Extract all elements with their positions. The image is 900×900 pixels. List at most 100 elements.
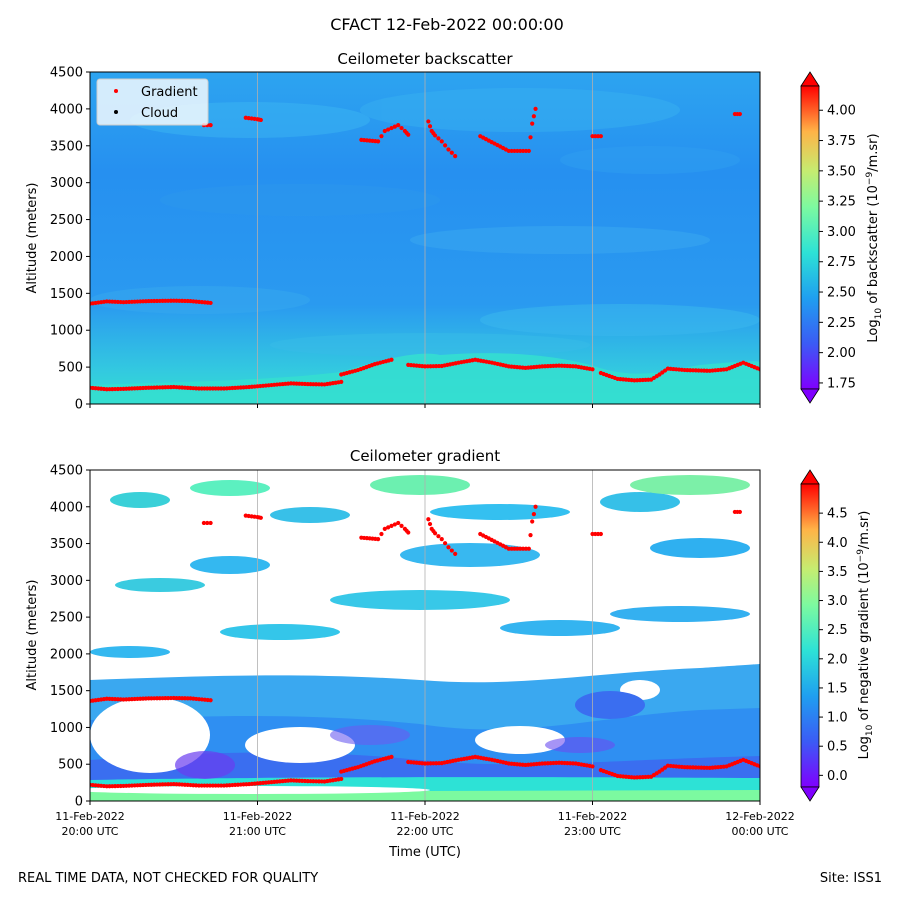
y-tick-label: 500 <box>58 758 83 773</box>
colorbar-tick-label: 3.75 <box>827 134 856 149</box>
gradient-point <box>439 139 444 144</box>
colorbar-tick-label: 3.0 <box>827 594 848 609</box>
gradient-point <box>515 148 520 154</box>
gradient-point <box>598 134 603 139</box>
gradient-point <box>339 776 344 782</box>
gradient-point <box>526 546 531 551</box>
x-tick-label-date: 11-Feb-2022 <box>390 810 459 823</box>
gradient-point <box>533 106 538 111</box>
gradient-xlabel: Time (UTC) <box>388 845 461 860</box>
gradient-point <box>518 546 523 551</box>
backscatter-y-axis: 0 500 1000 1500 2000 2500 3000 3500 4000 4500 <box>50 66 90 413</box>
gradient-point <box>590 764 595 769</box>
colorbar-tick-label: 2.75 <box>827 255 856 270</box>
colorbar-tick-label: 0.0 <box>827 769 848 784</box>
gradient-point <box>376 537 381 542</box>
gradient-colorbar-ticks: 0.0 0.5 1.0 1.5 2.0 2.5 3.0 3.5 4.0 4.5 <box>819 507 848 784</box>
backscatter-gridlines <box>257 72 593 404</box>
figure-title: CFACT 12-Feb-2022 00:00:00 <box>330 15 564 34</box>
gradient-point <box>512 148 517 154</box>
gradient-point <box>208 698 213 703</box>
colorbar-tick-label: 4.5 <box>827 507 848 522</box>
gradient-point <box>426 119 431 124</box>
gradient-point <box>406 132 411 137</box>
colorbar-tick-label: 2.25 <box>827 316 856 331</box>
colorbar-tick-label: 1.0 <box>827 711 848 726</box>
y-tick-label: 3000 <box>50 574 83 589</box>
gradient-point <box>396 520 401 526</box>
gradient-point <box>515 546 520 551</box>
colorbar-tick-label: 2.0 <box>827 652 848 667</box>
gradient-point <box>531 114 536 119</box>
gradient-point <box>509 546 514 551</box>
y-tick-label: 4000 <box>50 102 83 117</box>
gradient-point <box>449 548 454 553</box>
y-tick-label: 4000 <box>50 500 83 515</box>
backscatter-x-axis <box>89 404 761 408</box>
gradient-point <box>446 545 451 550</box>
gradient-point <box>382 526 387 531</box>
gradient-point <box>530 519 535 524</box>
y-tick-label: 0 <box>75 795 83 810</box>
x-tick-label-time: 00:00 UTC <box>731 825 788 838</box>
gradient-point <box>509 148 514 154</box>
gradient-point <box>389 523 394 529</box>
x-tick-label-date: 11-Feb-2022 <box>223 810 292 823</box>
gradient-point <box>339 379 344 384</box>
colorbar-tick-label: 4.0 <box>827 536 848 551</box>
y-tick-label: 3500 <box>50 537 83 552</box>
colorbar-tick-label: 1.75 <box>827 376 856 391</box>
gradient-point <box>432 133 438 138</box>
gradient-point <box>757 367 760 372</box>
gradient-point <box>427 521 433 527</box>
gradient-ylabel: Altitude (meters) <box>25 580 40 691</box>
x-tick-label-date: 11-Feb-2022 <box>558 810 627 823</box>
gradient-point <box>427 124 433 129</box>
legend-cloud-label: Cloud <box>141 106 178 121</box>
colorbar-tick-label: 0.5 <box>827 740 848 755</box>
gradient-point <box>258 117 263 123</box>
backscatter-panel: Ceilometer backscatter <box>25 50 884 413</box>
backscatter-legend: Gradient Cloud <box>96 78 209 126</box>
y-tick-label: 1000 <box>50 721 83 736</box>
gradient-point <box>518 148 523 154</box>
gradient-x-axis: 11-Feb-2022 20:00 UTC 11-Feb-2022 21:00 UTC… <box>55 801 795 838</box>
gradient-point <box>399 125 404 131</box>
x-tick-label-time: 21:00 UTC <box>229 825 286 838</box>
gradient-point <box>528 135 533 140</box>
backscatter-title: Ceilometer backscatter <box>337 50 513 68</box>
gradient-point <box>406 530 411 535</box>
y-tick-label: 1500 <box>50 684 83 699</box>
gradient-point <box>439 537 444 542</box>
gradient-point <box>399 523 404 529</box>
gradient-point <box>201 520 206 526</box>
colorbar-tick-label: 3.5 <box>827 565 848 580</box>
x-tick-label-time: 23:00 UTC <box>564 825 621 838</box>
gradient-panel: Ceilometer gradient <box>25 447 875 860</box>
colorbar-tick-label: 2.00 <box>827 346 856 361</box>
gradient-point <box>436 534 441 539</box>
gradient-point <box>382 128 387 134</box>
gradient-y-axis: 0 500 1000 1500 2000 2500 3000 3500 4000 4500 <box>50 464 90 810</box>
gradient-point <box>737 509 743 515</box>
colorbar-tick-label: 3.50 <box>827 164 856 179</box>
backscatter-gradient-points <box>90 106 760 392</box>
backscatter-ylabel: Altitude (meters) <box>25 183 40 294</box>
gradient-point <box>506 546 511 551</box>
y-tick-label: 2500 <box>50 213 83 228</box>
gradient-point <box>526 148 531 154</box>
gradient-point <box>379 134 384 139</box>
gradient-point <box>757 764 760 769</box>
x-tick-label-date: 12-Feb-2022 <box>725 810 794 823</box>
gradient-point <box>523 148 529 154</box>
gradient-point <box>590 367 595 372</box>
gradient-layer-points <box>90 504 760 789</box>
gradient-point <box>392 522 397 527</box>
gradient-point <box>453 154 458 159</box>
y-tick-label: 4500 <box>50 66 83 81</box>
gradient-point <box>523 546 529 551</box>
quality-disclaimer: REAL TIME DATA, NOT CHECKED FOR QUALITY <box>18 871 318 886</box>
gradient-point <box>258 515 263 520</box>
gradient-point <box>521 148 526 154</box>
